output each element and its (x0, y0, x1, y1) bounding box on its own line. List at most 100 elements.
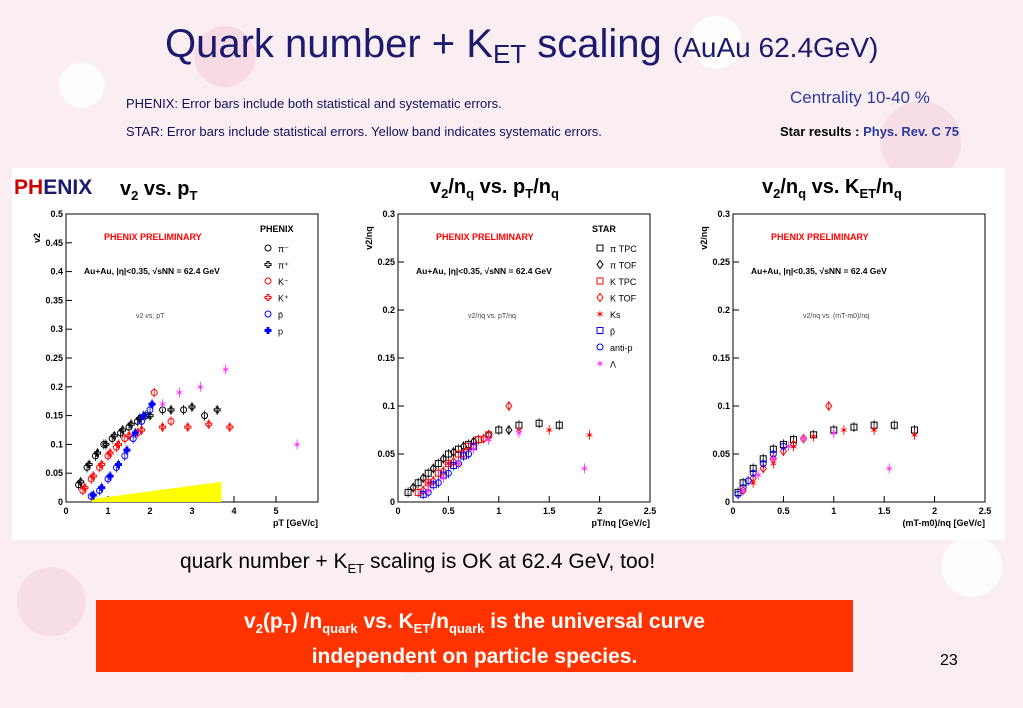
data-point (138, 417, 146, 425)
y-tick-label: 0.2 (382, 305, 395, 315)
data-point (167, 406, 175, 414)
rich-part: (p (262, 610, 283, 633)
data-point: ✶ (784, 441, 793, 453)
data-point (188, 403, 196, 411)
title-main: Quark number + K (165, 22, 493, 66)
data-point (136, 414, 143, 422)
rich-part: quark (322, 621, 358, 637)
data-point (434, 479, 442, 487)
y-tick-label: 0.3 (382, 209, 395, 219)
data-point (825, 401, 833, 411)
data-point (138, 426, 146, 434)
legend-entry: π⁻ (278, 244, 289, 254)
rich-part: v (120, 178, 132, 200)
data-point (110, 432, 118, 440)
data-point (596, 327, 604, 334)
y-tick-label: 0 (390, 497, 395, 507)
data-point: ✶ (514, 428, 523, 440)
data-point (125, 432, 133, 440)
data-point: ✶ (595, 309, 604, 321)
data-point (424, 469, 432, 477)
legend-entry: Λ (610, 360, 616, 370)
y-axis-label: v2/nq (364, 226, 374, 250)
y-tick-label: 0.35 (45, 295, 63, 305)
series: ✶✶✶✶✶✶✶ (424, 427, 589, 497)
panel-title-3: v2/nq vs. KET/nq (762, 176, 902, 201)
data-point: ✶ (809, 432, 818, 444)
y-tick-label: 0.15 (377, 353, 395, 363)
legend-entry: K TOF (610, 294, 637, 304)
x-axis-label: pT/nq [GeV/c] (592, 518, 651, 528)
data-point (555, 421, 563, 429)
data-point (264, 327, 272, 334)
system-label: Au+Au, |η|<0.35, √sNN = 62.4 GeV (751, 266, 887, 276)
x-tick-label: 1 (105, 506, 110, 516)
legend-title: PHENIX (260, 224, 294, 234)
series (89, 399, 156, 501)
rich-part: vs. K (357, 610, 414, 633)
x-tick-label: 1 (496, 506, 501, 516)
series: ✶✶✶✶✶✶✶ (749, 425, 919, 490)
data-point: ✶ (595, 359, 604, 371)
data-point: ✶ (580, 463, 589, 475)
rich-part: vs. K (806, 176, 860, 198)
y-tick-label: 0.15 (712, 353, 730, 363)
phenix-note: PHENIX: Error bars include both statisti… (126, 96, 502, 111)
y-tick-label: 0.3 (717, 209, 730, 219)
data-point (77, 478, 85, 486)
data-point (439, 453, 447, 464)
data-point: ✶ (158, 399, 167, 411)
data-point (495, 426, 503, 434)
rich-part: 2 (255, 621, 263, 637)
chart-v2nq-vs-ptnq: 0 0.05 0.1 0.15 0.2 0.25 0.3 0 0.5 1 1.5 2 2.5 pT/nq … (364, 209, 656, 528)
data-point: ✶ (910, 430, 919, 442)
data-point (85, 461, 93, 469)
data-point: ✶ (545, 425, 554, 437)
logo-text-rest: ENIX (43, 176, 93, 199)
data-point: ✶ (424, 485, 433, 497)
data-point (850, 423, 858, 431)
data-point (201, 412, 209, 420)
data-point (779, 446, 788, 456)
data-point: ✶ (469, 444, 478, 456)
rich-part: is the universal curve (484, 610, 705, 633)
inner-label: v2/nq vs. pT/nq (468, 313, 516, 320)
rich-part: 2 (441, 186, 449, 201)
legend-entry: p̄ (278, 310, 283, 320)
data-point (535, 419, 543, 427)
data-point (115, 461, 122, 469)
systematic-band (91, 481, 222, 502)
y-tick-label: 0.5 (50, 209, 63, 219)
conclusion-line-1: v2(pT) /nquark vs. KET/nquark is the uni… (96, 608, 853, 643)
data-point (759, 463, 767, 474)
slide-title: Quark number + KET scaling (AuAu 62.4GeV… (165, 22, 878, 70)
star-results: Star results : Phys. Rev. C 75 (780, 124, 959, 139)
star-note: STAR: Error bars include statistical err… (126, 124, 602, 139)
data-point (127, 420, 135, 428)
inner-label: v2 vs. pT (136, 313, 165, 320)
y-tick-label: 0 (58, 497, 63, 507)
series: ✶ ✶ ✶ ✶ ✶ (158, 364, 302, 451)
data-point (100, 440, 108, 448)
data-point: ✶ (829, 428, 838, 440)
y-tick-label: 0.1 (382, 401, 395, 411)
y-tick-label: 0.25 (712, 257, 730, 267)
y-tick-label: 0.1 (50, 439, 63, 449)
data-point (167, 417, 175, 425)
x-tick-label: 1 (831, 506, 836, 516)
centrality-label: Centrality 10-40 % (790, 88, 930, 107)
data-point (596, 259, 604, 270)
data-point (444, 469, 452, 477)
rich-part: 2 (773, 186, 781, 201)
rich-part: ET (859, 186, 877, 201)
rich-part: /n (876, 176, 894, 198)
data-point (429, 463, 437, 474)
rich-part: q (466, 186, 475, 201)
y-tick-label: 0.2 (50, 382, 63, 392)
plot-frame (65, 213, 319, 503)
data-point (98, 484, 106, 492)
data-point (465, 450, 473, 458)
summary-pre: quark number + K (180, 550, 348, 573)
series (81, 419, 234, 493)
data-point (129, 435, 137, 443)
